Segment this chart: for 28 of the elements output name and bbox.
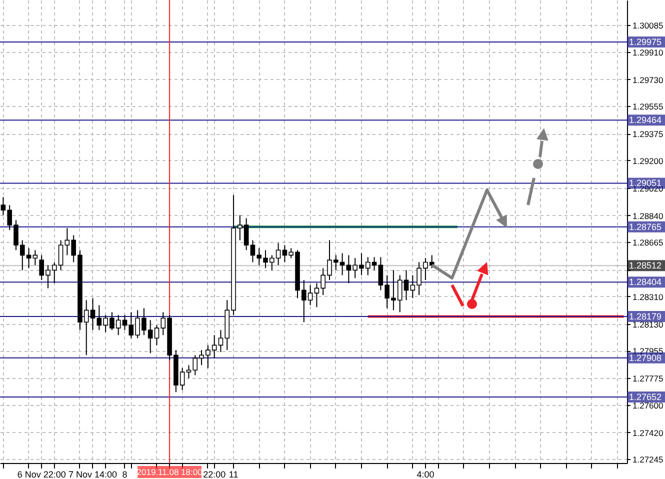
x-tick-label: 4:00 <box>416 470 434 479</box>
x-tick-label: 8 <box>122 470 128 479</box>
ref-line-label: 1.29464 <box>629 115 662 126</box>
x-tick-label: 22:00 <box>203 470 226 479</box>
y-tick-label: 1.29555 <box>632 102 664 112</box>
ref-line-label: 1.29975 <box>629 37 662 48</box>
x-tick-label: 6 Nov 22:00 <box>17 470 66 479</box>
y-tick-label: 1.27420 <box>632 428 664 438</box>
ref-line-label: 1.28512 <box>629 260 662 271</box>
y-tick-label: 1.27245 <box>632 454 664 465</box>
y-tick-label: 1.30085 <box>632 20 664 31</box>
ref-line-label: 1.28179 <box>629 311 662 322</box>
y-tick-label: 1.29200 <box>632 156 664 166</box>
y-tick-label: 1.28130 <box>632 319 664 330</box>
y-tick-label: 1.27600 <box>632 400 664 410</box>
x-tick-label: 11 <box>228 470 238 479</box>
y-tick-label: 1.29375 <box>632 129 664 140</box>
y-tick-label: 1.29910 <box>632 47 664 58</box>
ref-line-label: 1.28765 <box>629 222 662 232</box>
ref-line-label: 1.28404 <box>629 277 662 288</box>
y-tick-label: 1.27775 <box>632 374 664 384</box>
x-tick-label: 7 Nov 14:00 <box>68 470 118 479</box>
y-tick-label: 1.29730 <box>632 74 664 85</box>
ref-line-label: 1.27908 <box>629 352 662 363</box>
ref-line-label: 1.27652 <box>629 392 662 402</box>
y-tick-label: 1.28840 <box>632 210 664 221</box>
y-tick-label: 1.28665 <box>632 238 664 248</box>
y-tick-label: 1.28310 <box>632 292 664 302</box>
